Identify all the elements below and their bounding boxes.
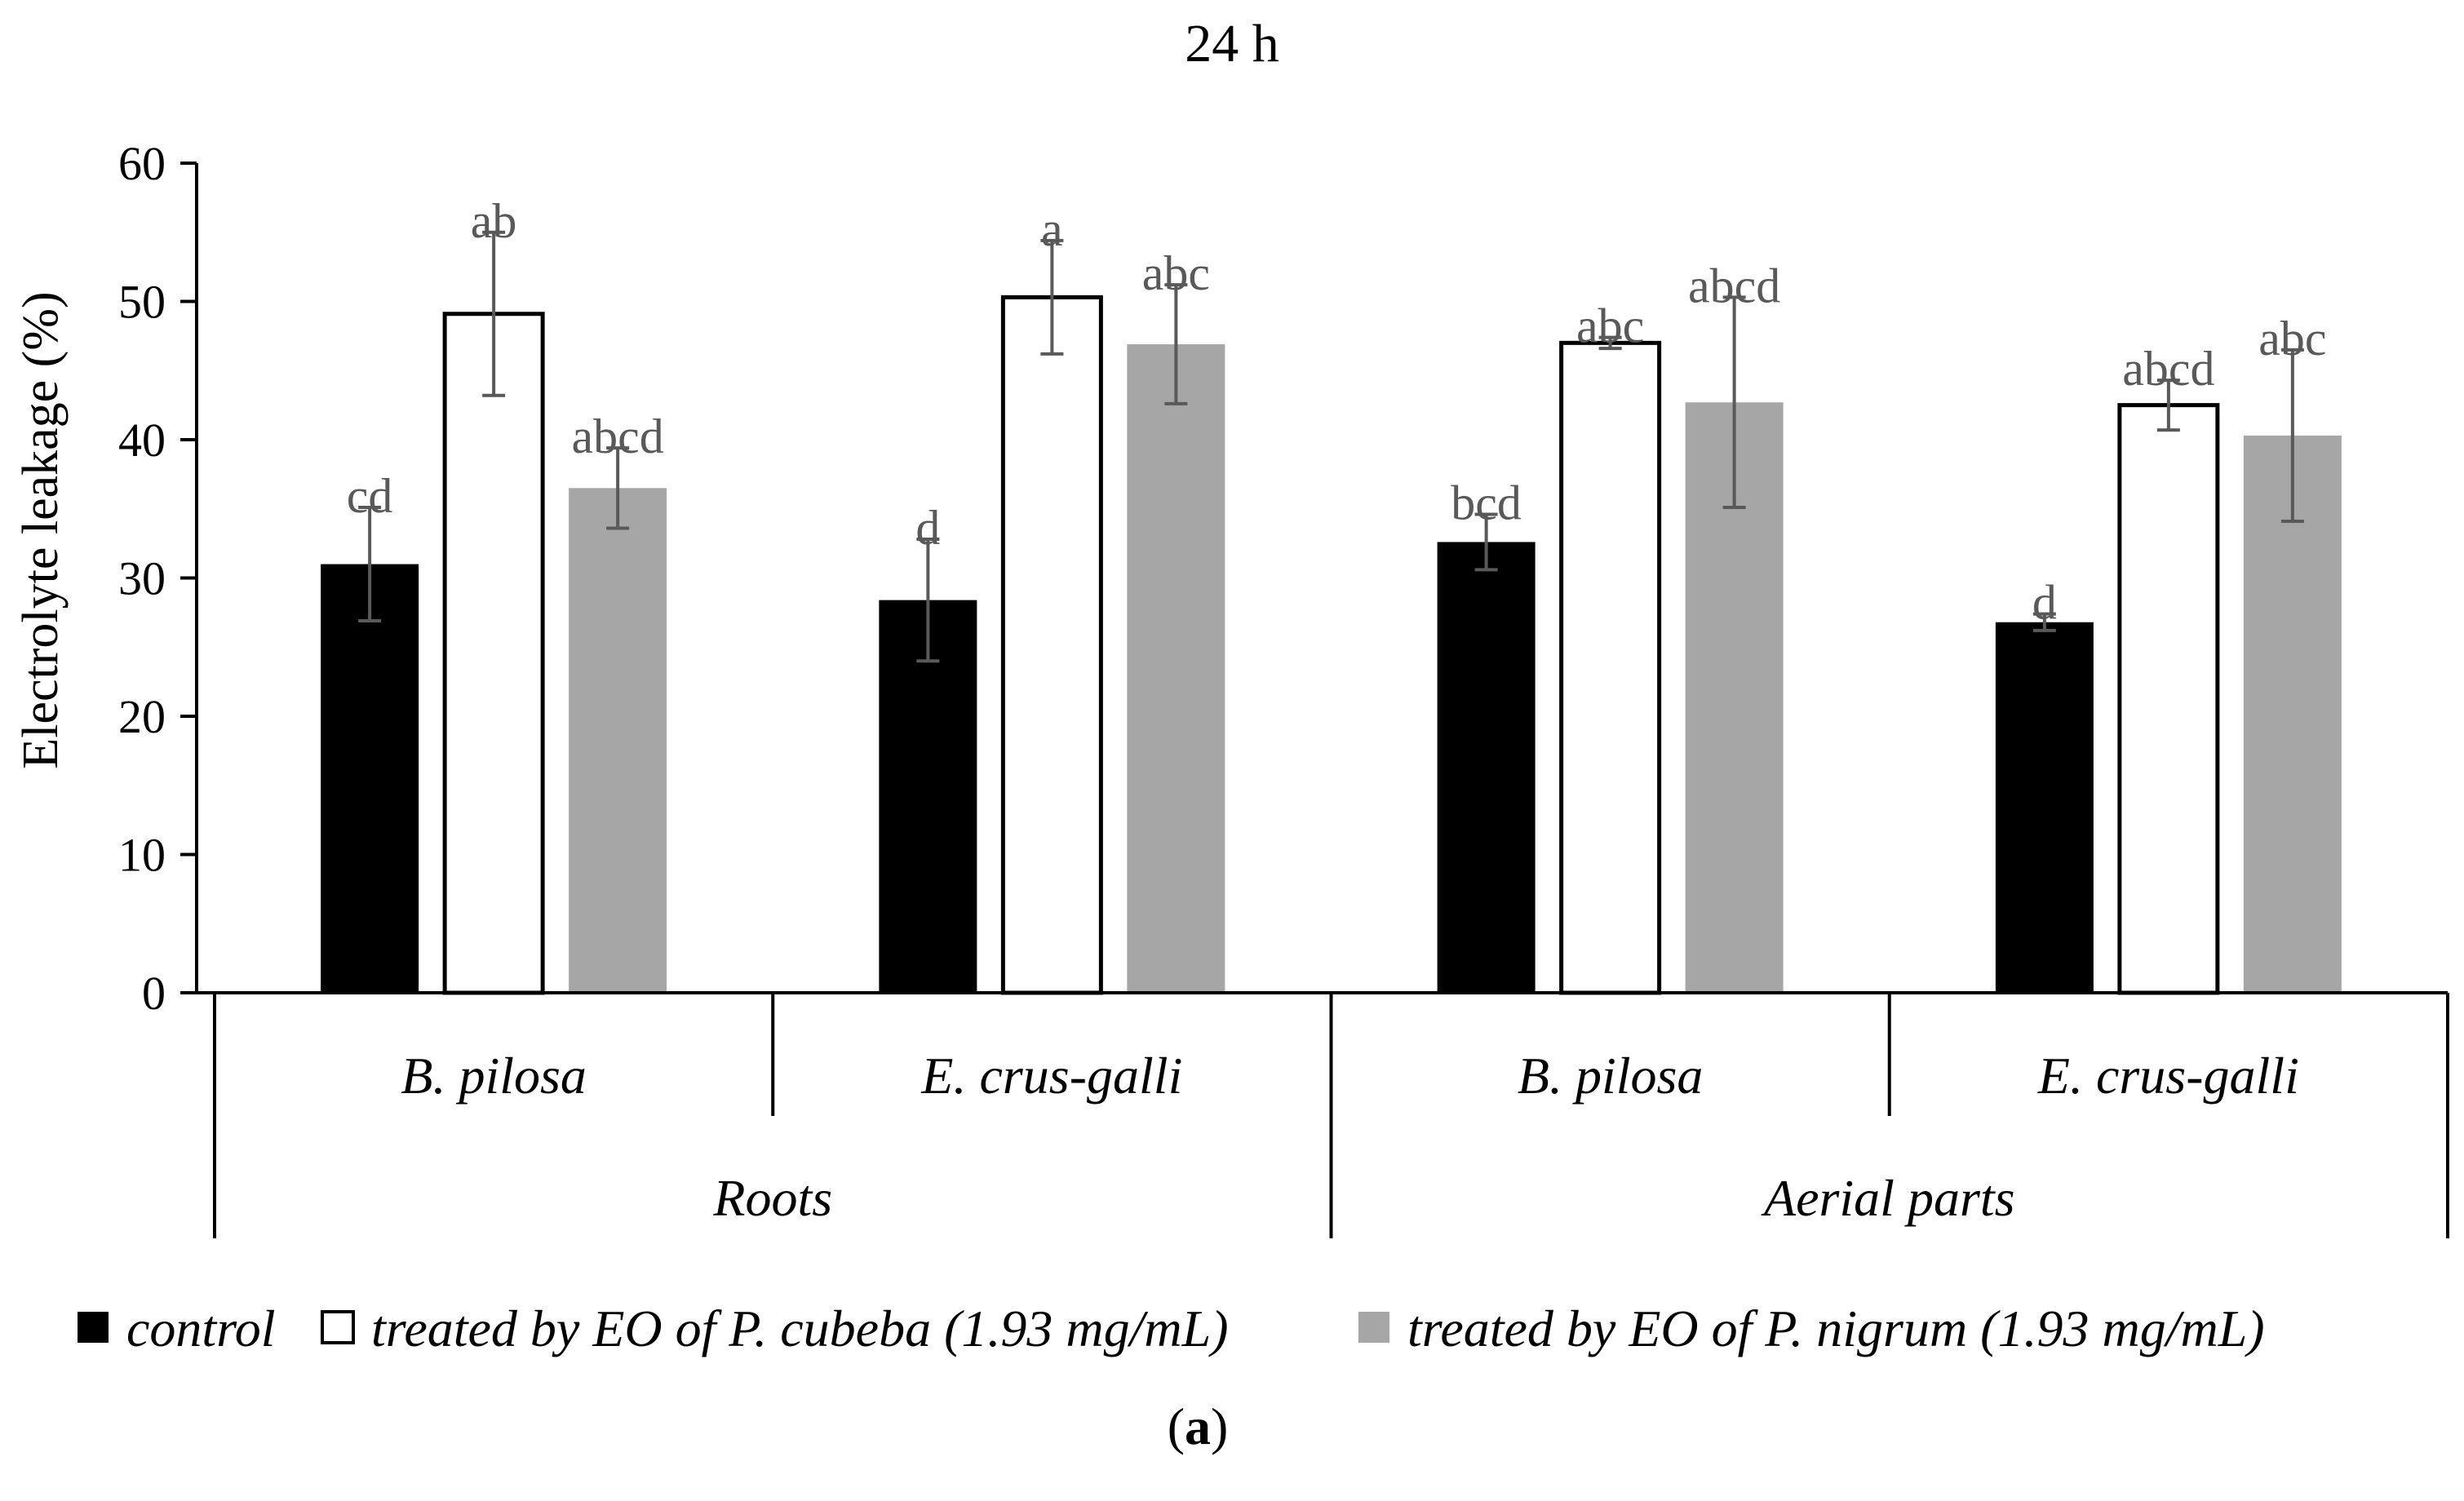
legend-swatch	[1358, 1312, 1389, 1343]
bar	[1995, 622, 2094, 993]
bar	[442, 312, 545, 995]
legend-swatch	[78, 1312, 109, 1343]
legend-label: treated by EO of P. nigrum (1.93 mg/mL)	[1407, 1300, 2265, 1357]
y-tick-label: 50	[118, 276, 166, 329]
legend-label: control	[126, 1300, 276, 1357]
legend: control treated by EO of P. cubeba (1.93 …	[78, 1300, 2265, 1357]
bar	[1000, 294, 1103, 995]
significance-letter: abc	[2258, 312, 2326, 365]
significance-letter: a	[1041, 202, 1063, 256]
panel-label-open: (	[1168, 1397, 1185, 1455]
y-tick-label: 30	[118, 552, 166, 605]
significance-letter: d	[2032, 576, 2057, 630]
legend-label: treated by EO of P. cubeba (1.93 mg/mL)	[371, 1300, 1229, 1357]
x-category-label: E. crus-galli	[2037, 1047, 2299, 1105]
significance-letter: d	[915, 501, 940, 555]
significance-letter: abc	[1142, 246, 1210, 300]
bar	[321, 564, 419, 993]
bar	[569, 488, 667, 993]
bars	[321, 294, 2342, 995]
bar	[2117, 403, 2220, 995]
significance-letter: cd	[347, 469, 393, 523]
legend-swatch	[321, 1310, 355, 1344]
y-axis: 0 10 20 30 40 50 60	[118, 137, 198, 1020]
panel-label: (a)	[1168, 1397, 1229, 1455]
panel-label-letter: a	[1185, 1397, 1211, 1455]
y-tick-label: 40	[118, 414, 166, 467]
bar	[1559, 340, 1662, 995]
x-group-label: Aerial parts	[1761, 1169, 2015, 1227]
bar	[2243, 435, 2342, 993]
x-category-label: E. crus-galli	[920, 1047, 1182, 1105]
significance-letter: bcd	[1451, 476, 1522, 530]
significance-letter: ab	[471, 194, 517, 248]
panel-label-close: )	[1211, 1397, 1228, 1455]
chart-title: 24 h	[1185, 14, 1279, 73]
significance-letter: abcd	[2122, 342, 2214, 396]
significance-letter: abcd	[571, 410, 663, 463]
y-axis-label: Electrolyte leakage (%)	[13, 291, 69, 768]
bar	[879, 600, 977, 993]
significance-letter: abc	[1576, 299, 1644, 353]
y-tick-label: 0	[142, 967, 166, 1020]
y-tick-label: 60	[118, 137, 166, 190]
x-category-label: B. pilosa	[401, 1047, 587, 1105]
bar	[1127, 344, 1225, 993]
x-group-label: Roots	[712, 1169, 832, 1227]
error-bars	[358, 230, 2304, 663]
x-axis: B. pilosa E. crus-galli B. pilosa E. crus-g…	[197, 991, 2449, 1238]
x-category-label: B. pilosa	[1518, 1047, 1704, 1105]
y-tick-label: 20	[118, 690, 166, 743]
bar	[1437, 542, 1536, 993]
y-tick-label: 10	[118, 829, 166, 882]
significance-letter: abcd	[1688, 259, 1780, 312]
